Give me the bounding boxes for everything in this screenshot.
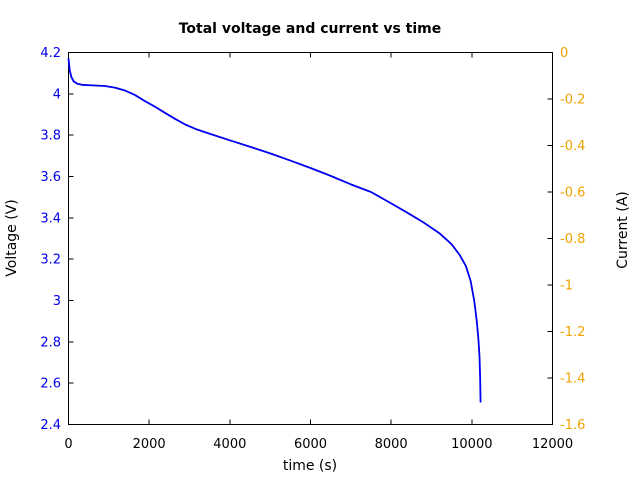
x-tick-label: 12000: [532, 437, 573, 452]
y-right-tick-label: -0.4: [560, 139, 585, 154]
x-tick-label: 2000: [133, 437, 166, 452]
x-tick-label: 6000: [294, 437, 327, 452]
y-axis-label-right: Current (A): [615, 191, 631, 269]
y-right-tick-label: 0: [560, 46, 568, 61]
y-left-tick-label: 3: [53, 294, 61, 309]
y-left-tick-label: 4: [53, 87, 61, 102]
x-tick-label: 4000: [213, 437, 246, 452]
y-left-tick-label: 2.8: [40, 335, 61, 350]
y-left-tick-label: 2.4: [40, 418, 61, 433]
y-right-tick-label: -0.6: [560, 186, 585, 201]
x-axis-label: time (s): [283, 458, 337, 474]
y-right-tick-label: -1.4: [560, 372, 585, 387]
x-tick-label: 10000: [451, 437, 492, 452]
plot-area: 0 2000 4000 6000 8000 10000 12000 2.4 2.6 2.8 3 3.2…: [40, 46, 585, 452]
y-right-tick-label: -0.8: [560, 232, 585, 247]
y-right-tick-label: -1.2: [560, 325, 585, 340]
y-left-tick-label: 4.2: [40, 46, 61, 61]
y-axis-label-left: Voltage (V): [4, 199, 20, 276]
y-left-tick-label: 3.4: [40, 211, 61, 226]
chart-title: Total voltage and current vs time: [179, 21, 442, 37]
y-right-tick-label: -0.2: [560, 93, 585, 108]
y-right-tick-label: -1: [560, 279, 573, 294]
voltage-curve: [67, 57, 482, 403]
y-left-tick-label: 3.8: [40, 129, 61, 144]
y-left-tick-label: 3.2: [40, 253, 61, 268]
x-tick-label: 0: [64, 437, 72, 452]
x-tick-label: 8000: [375, 437, 408, 452]
y-left-tick-label: 3.6: [40, 170, 61, 185]
y-right-tick-label: -1.6: [560, 418, 585, 433]
y-left-tick-label: 2.6: [40, 377, 61, 392]
